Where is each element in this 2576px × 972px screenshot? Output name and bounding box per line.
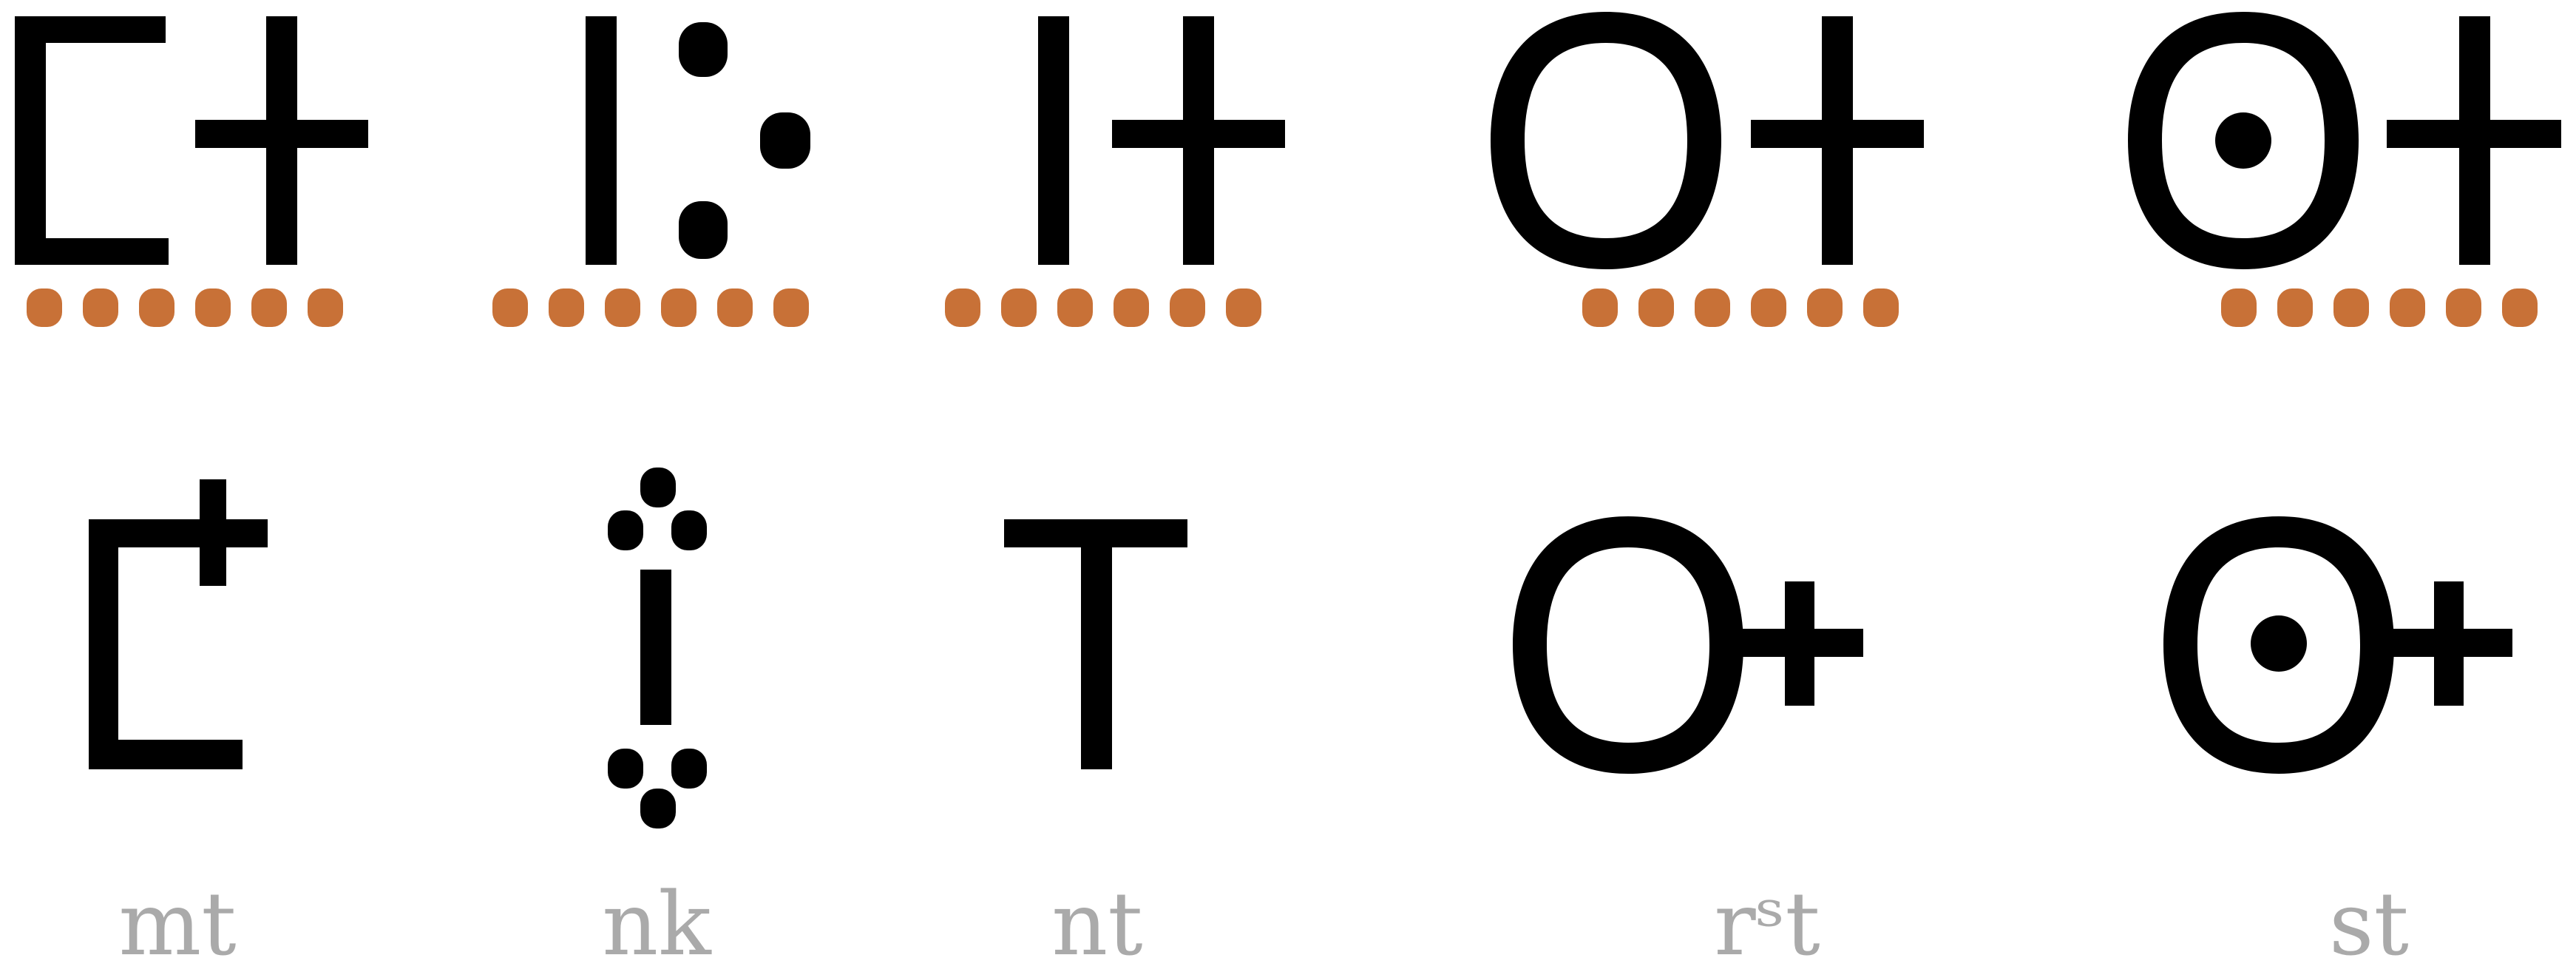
dotted-ring-with-small-cross-glyph bbox=[2163, 516, 2512, 774]
glyph-pair-3-unjoined bbox=[1038, 16, 1285, 265]
orange-dot bbox=[2277, 288, 2313, 327]
orange-dot bbox=[492, 288, 528, 327]
caption-nk: nk bbox=[602, 873, 712, 972]
orange-dot bbox=[1807, 288, 1843, 327]
orange-dot bbox=[1226, 288, 1261, 327]
orange-dot bbox=[27, 288, 62, 327]
orange-dot bbox=[1638, 288, 1674, 327]
bar-between-dot-triads-glyph bbox=[608, 468, 707, 828]
glyph-pair-1-joined bbox=[89, 479, 268, 769]
t-shape-glyph bbox=[1004, 519, 1187, 769]
orange-dot bbox=[1863, 288, 1899, 327]
orange-dot bbox=[1057, 288, 1093, 327]
glyph-pair-4-unjoined bbox=[1491, 12, 1924, 269]
orange-dot bbox=[605, 288, 640, 327]
cross-glyph bbox=[1751, 16, 1924, 265]
orange-dot bbox=[661, 288, 696, 327]
bracket-glyph bbox=[15, 16, 169, 265]
vertical-bar-glyph bbox=[1038, 16, 1069, 265]
dotted-ring-glyph bbox=[2128, 12, 2359, 269]
cross-glyph bbox=[1112, 16, 1285, 265]
orange-dot bbox=[2221, 288, 2257, 327]
glyph-pair-2-unjoined bbox=[586, 16, 810, 265]
ring-glyph bbox=[1491, 12, 1721, 269]
orange-dot bbox=[251, 288, 287, 327]
orange-dot bbox=[1582, 288, 1618, 327]
caption-mt: mt bbox=[118, 873, 236, 972]
dot-row-5 bbox=[2221, 288, 2538, 327]
three-dot-triangle-glyph bbox=[679, 22, 810, 259]
glyph-pair-4-joined bbox=[1513, 516, 1863, 774]
orange-dot bbox=[717, 288, 753, 327]
orange-dot bbox=[549, 288, 584, 327]
caption-rst: rˢt bbox=[1714, 873, 1820, 972]
orange-dot bbox=[773, 288, 809, 327]
cross-glyph bbox=[2387, 16, 2561, 265]
orange-dot bbox=[1001, 288, 1037, 327]
orange-dot bbox=[195, 288, 231, 327]
orange-dot bbox=[2502, 288, 2538, 327]
glyph-pair-5-joined bbox=[2163, 516, 2512, 774]
dot-row-3 bbox=[945, 288, 1261, 327]
dot-row-4 bbox=[1582, 288, 1899, 327]
orange-dot bbox=[1751, 288, 1786, 327]
dot-row-2 bbox=[492, 288, 809, 327]
ring-with-small-cross-glyph bbox=[1513, 516, 1863, 774]
orange-dot bbox=[1695, 288, 1730, 327]
bracket-with-small-cross-glyph bbox=[89, 479, 268, 769]
vertical-bar-glyph bbox=[586, 16, 617, 265]
glyph-pair-1-unjoined bbox=[15, 16, 368, 265]
dot-rows bbox=[27, 288, 2538, 327]
glyph-pair-3-joined bbox=[1004, 519, 1187, 769]
glyph-pair-2-joined bbox=[608, 468, 707, 828]
orange-dot bbox=[1114, 288, 1149, 327]
orange-dot bbox=[308, 288, 343, 327]
orange-dot bbox=[945, 288, 980, 327]
cross-glyph bbox=[195, 16, 368, 265]
caption-st: st bbox=[2329, 873, 2409, 972]
orange-dot bbox=[1170, 288, 1205, 327]
orange-dot bbox=[2390, 288, 2425, 327]
caption-nt: nt bbox=[1051, 873, 1142, 972]
glyph-pair-5-unjoined bbox=[2128, 12, 2561, 269]
orange-dot bbox=[139, 288, 174, 327]
orange-dot bbox=[83, 288, 118, 327]
dot-row-1 bbox=[27, 288, 343, 327]
orange-dot bbox=[2333, 288, 2369, 327]
orange-dot bbox=[2446, 288, 2481, 327]
